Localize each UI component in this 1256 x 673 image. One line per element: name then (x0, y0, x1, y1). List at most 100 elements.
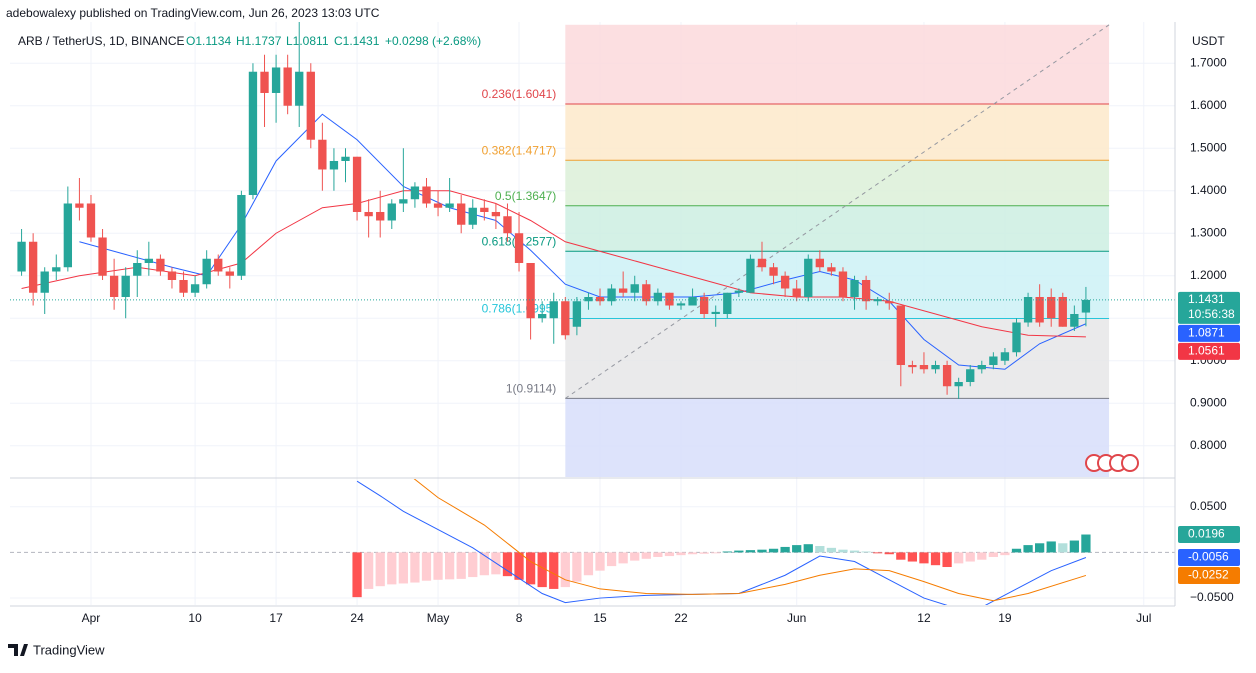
candle-body (942, 365, 952, 387)
histogram-bar (618, 552, 628, 564)
x-tick-label: 17 (269, 611, 283, 625)
candle-body (121, 275, 130, 297)
fib-label: 0.236(1.6041) (482, 87, 557, 101)
candle-body (549, 301, 558, 319)
high: H1.1737 (236, 34, 282, 48)
candle-body (618, 288, 628, 293)
histogram-bar (861, 551, 871, 553)
candle-body (584, 296, 593, 302)
y-tick-label: 1.3000 (1190, 225, 1227, 239)
candle-body (260, 71, 269, 93)
price-tag (1178, 291, 1240, 324)
candle-body (237, 194, 246, 276)
y-tick-label: 1.4000 (1190, 183, 1227, 197)
candle-body (630, 284, 639, 293)
histogram-bar (595, 552, 605, 571)
candle-body (838, 271, 848, 297)
candle-body (1000, 352, 1010, 361)
candle-body (190, 284, 200, 293)
candle-body (642, 284, 651, 302)
fib-label: 0.5(1.3647) (495, 189, 556, 203)
candle-body (295, 71, 304, 106)
histogram-bar (421, 552, 432, 581)
candle-body (341, 156, 350, 161)
candle-body (202, 258, 211, 285)
event-icon (1121, 454, 1139, 472)
histogram-bar (630, 552, 640, 561)
histogram-bar (364, 552, 374, 589)
fib-zone (565, 205, 1110, 252)
candle-body (514, 233, 524, 263)
candle-body (1081, 299, 1091, 313)
histogram-bar (375, 552, 385, 587)
histogram-bar (537, 552, 547, 588)
fib-label: 0.786(1.0995) (482, 302, 557, 316)
legend: ARB / TetherUS, 1D, BINANCE O1.1134 H1.1… (18, 34, 481, 48)
candle-body (167, 271, 177, 280)
histogram-bar (884, 552, 894, 555)
countdown: 10:56:38 (1188, 307, 1235, 321)
histogram-bar (757, 549, 767, 553)
histogram-bar (560, 552, 570, 588)
close: C1.1431 (334, 34, 380, 48)
candle-body (422, 186, 431, 204)
histogram-bar (907, 552, 918, 562)
logo-icon (8, 644, 28, 656)
x-tick-label: Jun (787, 611, 806, 625)
candle-body (98, 237, 107, 276)
candle-body (399, 199, 408, 204)
candle-body (676, 303, 686, 306)
histogram-bar (745, 550, 756, 553)
candle-body (885, 301, 894, 304)
histogram-bar (722, 551, 732, 553)
histogram-bar (653, 552, 663, 557)
price-tag (1178, 549, 1240, 567)
candle-body (1047, 296, 1056, 319)
candle-body (214, 258, 223, 272)
x-tick-label: 15 (593, 611, 607, 625)
fib-zone (565, 251, 1110, 319)
candle-body (387, 203, 396, 221)
histogram-bar (687, 552, 698, 555)
candle-body (908, 365, 917, 368)
histogram-bar (965, 552, 975, 562)
y-tick-label: 0.9000 (1190, 395, 1227, 409)
histogram-bar (826, 547, 837, 553)
candle-body (607, 288, 616, 302)
histogram-bar (977, 552, 987, 560)
y-tick-label: 1.5000 (1190, 140, 1227, 154)
candle-body (572, 301, 582, 327)
histogram-bar (815, 546, 825, 553)
candle-body (1070, 313, 1079, 327)
histogram-bar (502, 552, 513, 577)
fib-zone (565, 24, 1110, 104)
price-tag (1178, 526, 1240, 544)
price-tag (1178, 324, 1240, 342)
candle-body (861, 279, 871, 302)
fib-zone (565, 103, 1110, 161)
histogram-bar (838, 549, 848, 553)
histogram-bar (930, 552, 941, 566)
histogram-bar (1023, 545, 1033, 553)
candle-body (468, 207, 477, 225)
logo: TradingView (8, 642, 105, 657)
candle-body (1058, 296, 1067, 327)
candle-body (271, 67, 281, 93)
macd-pane (10, 479, 1175, 605)
histogram-bar (734, 550, 744, 553)
fib-label: 0.382(1.4717) (482, 143, 557, 157)
candle-body (711, 311, 720, 314)
histogram-bar (664, 552, 675, 557)
histogram-bar (896, 552, 906, 560)
x-tick-label: 10 (188, 611, 202, 625)
candle-body (1023, 296, 1033, 323)
candle-body (699, 296, 709, 314)
candle-body (1012, 322, 1021, 353)
histogram-bar (572, 552, 582, 582)
candle-body (433, 203, 443, 208)
x-tick-label: 19 (998, 611, 1012, 625)
fib-zone (565, 398, 1110, 477)
candle-body (364, 211, 373, 217)
candle-body (318, 139, 327, 170)
